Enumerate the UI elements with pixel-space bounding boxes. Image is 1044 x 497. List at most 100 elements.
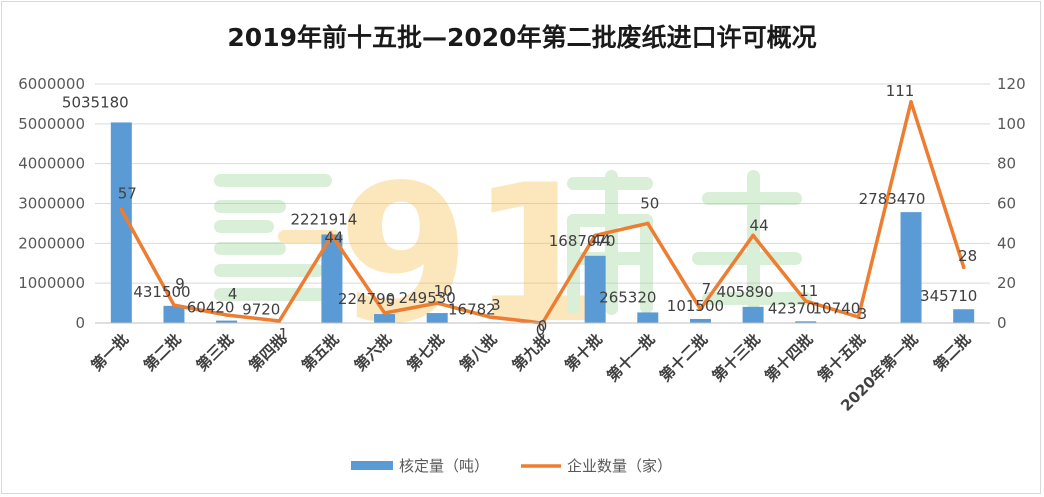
bar-data-label: 9720 [242,301,280,319]
line-data-label: 111 [886,82,915,100]
y-right-tick-label: 40 [997,234,1016,252]
x-category-label: 第十二批 [656,330,711,385]
watermark-stroke [747,170,760,310]
watermark-stroke [214,264,324,277]
line-point [172,303,176,307]
line-data-label: 3 [858,305,868,323]
bar-data-label: 0 [538,317,548,335]
watermark-stroke [702,292,812,305]
y-left-tick-label: 2000000 [18,234,85,252]
watermark-stroke [567,177,653,190]
line-point [488,315,492,319]
chart-title: 2019年前十五批—2020年第二批废纸进口许可概况 [227,23,816,52]
bar [584,255,606,323]
x-category-label: 第二批 [930,330,975,375]
bar [900,212,922,323]
watermark-stroke [567,214,580,314]
x-category-label: 第十三批 [709,330,764,385]
line-data-label: 3 [491,296,501,314]
line-point [645,221,650,226]
line-point [119,207,124,212]
line-data-label: 4 [228,285,238,303]
line-point [751,233,755,238]
legend: 核定量（吨） 企业数量（家） [351,457,672,475]
watermark-stroke [702,192,802,205]
bar [742,306,764,323]
line-point [909,100,913,104]
line-data-label: 10 [434,282,453,300]
bar-series [110,122,975,323]
bar-data-label: 16782 [448,300,496,318]
line-point [330,233,334,238]
bar-data-label: 249530 [399,289,456,307]
legend-label-line: 企业数量（家） [567,457,672,475]
x-category-label: 第三批 [193,330,238,375]
y-right-tick-label: 20 [997,274,1016,292]
y-right-tick-label: 80 [997,155,1016,173]
bar-data-label: 345710 [920,287,977,305]
watermark-stroke [605,170,618,315]
watermark-stroke [214,200,286,213]
bar-data-label: 10740 [813,300,861,318]
x-category-label: 第五批 [298,330,343,375]
watermark-digits: 91 [338,144,602,365]
y-right-tick-label: 0 [997,314,1007,332]
line-data-label: 0 [536,321,546,339]
watermark-stroke [214,174,332,187]
y-left-tick-label: 6000000 [18,75,85,93]
bar [110,122,132,323]
bar-data-label: 224790 [338,290,395,308]
line-data-label: 28 [958,247,977,265]
bar [637,312,659,323]
y-right-tick-label: 60 [997,195,1016,213]
bar-data-label: 42370 [768,299,816,317]
line-data-label: 44 [324,228,343,246]
y-left-tick-label: 5000000 [18,115,85,133]
line-data-label: 9 [175,275,185,293]
legend-label-bars: 核定量（吨） [399,457,489,475]
bar-data-label: 1687070 [549,232,616,250]
line-data-label: 5 [386,292,396,310]
bar [426,313,448,323]
bar-data-label: 101500 [667,297,724,315]
x-category-label: 第一批 [88,330,133,375]
line-data-label: 7 [702,280,712,298]
bar [374,314,396,323]
line-point [856,315,861,319]
line-point [382,311,387,315]
bar [163,305,185,323]
y-left-tick-label: 0 [75,314,85,332]
bar-data-label: 5035180 [62,93,129,111]
line-data-label: 1 [278,325,288,343]
line-point [698,307,703,311]
watermark-logo: 91 [214,144,812,365]
y-right-tick-label: 100 [997,115,1026,133]
line-data-label: 50 [640,194,659,212]
line-point [961,265,966,270]
bar-data-label: 265320 [599,288,656,306]
watermark-stroke [640,214,653,314]
bar-data-label: 60420 [187,299,235,317]
x-category-label: 第二批 [140,330,185,375]
line-data-label: 44 [592,231,611,249]
bar-data-label: 2221914 [291,210,358,228]
bar-data-label: 431500 [133,283,190,301]
bar [689,318,711,323]
x-category-label: 第十四批 [761,330,816,385]
line-point [803,299,808,303]
legend-swatch-bars [351,461,393,470]
line-point [593,233,597,238]
line-data-label: 44 [750,216,769,234]
line-data-label: 57 [118,184,137,202]
line-point [277,319,282,323]
bar [953,309,975,323]
watermark-stroke [567,214,653,227]
line-data-label: 11 [799,282,818,300]
watermark-stroke [214,288,334,301]
watermark-stroke [214,242,286,255]
y-right-tick-label: 120 [997,75,1026,93]
bar-data-label: 405890 [716,283,773,301]
